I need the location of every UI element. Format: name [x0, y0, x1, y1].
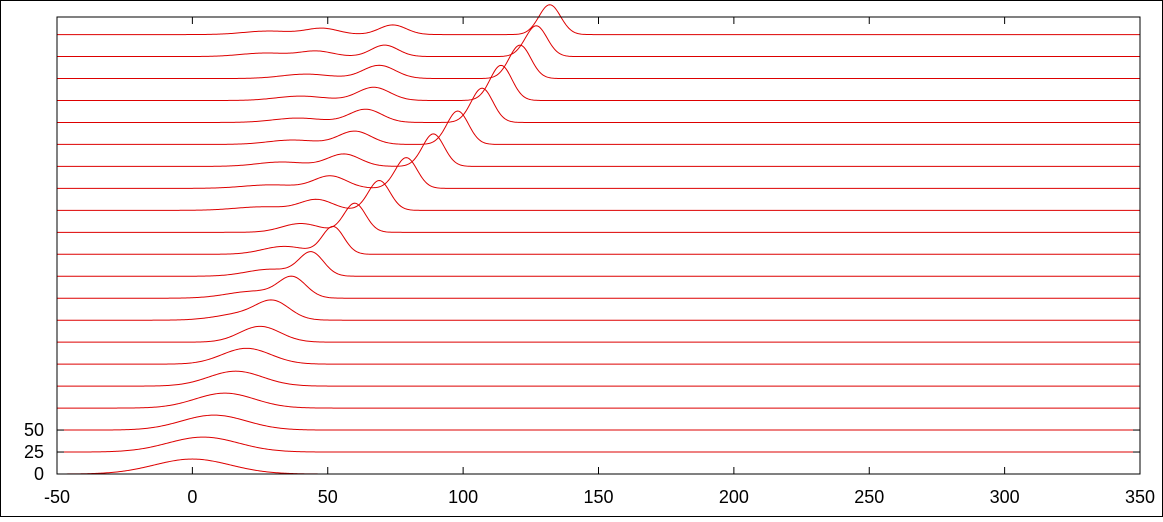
series-line-20 [57, 4, 1140, 36]
x-tick-label: 250 [854, 487, 884, 507]
x-tick-label: 350 [1125, 487, 1155, 507]
x-tick-label: 150 [583, 487, 613, 507]
series-line-18 [57, 44, 1140, 80]
series-line-5 [57, 347, 1140, 365]
x-tick-label: 100 [448, 487, 478, 507]
x-tick-label: 50 [318, 487, 338, 507]
series-line-9 [57, 251, 1140, 277]
series-line-3 [57, 392, 1140, 409]
x-tick-label: -50 [44, 487, 70, 507]
series-line-16 [57, 87, 1140, 123]
y-tick-label: 25 [24, 442, 44, 462]
series-line-4 [57, 370, 1140, 387]
series-line-19 [57, 25, 1140, 58]
series-line-15 [57, 110, 1140, 145]
y-tick-label: 50 [24, 420, 44, 440]
series-line-10 [57, 225, 1140, 255]
plot-area-border [56, 16, 1141, 475]
x-tick-label: 300 [990, 487, 1020, 507]
series-line-1 [57, 436, 1140, 453]
series-line-17 [57, 64, 1140, 101]
series-group [57, 4, 1140, 475]
y-tick-label: 0 [34, 464, 44, 484]
series-line-12 [57, 179, 1140, 211]
x-tick-label: 0 [187, 487, 197, 507]
series-line-11 [57, 202, 1140, 233]
series-line-14 [57, 133, 1140, 167]
series-line-6 [57, 325, 1140, 343]
series-line-13 [57, 157, 1140, 189]
series-line-2 [57, 414, 1140, 431]
series-line-8 [57, 275, 1140, 299]
series-line-7 [57, 299, 1140, 321]
x-tick-label: 200 [719, 487, 749, 507]
